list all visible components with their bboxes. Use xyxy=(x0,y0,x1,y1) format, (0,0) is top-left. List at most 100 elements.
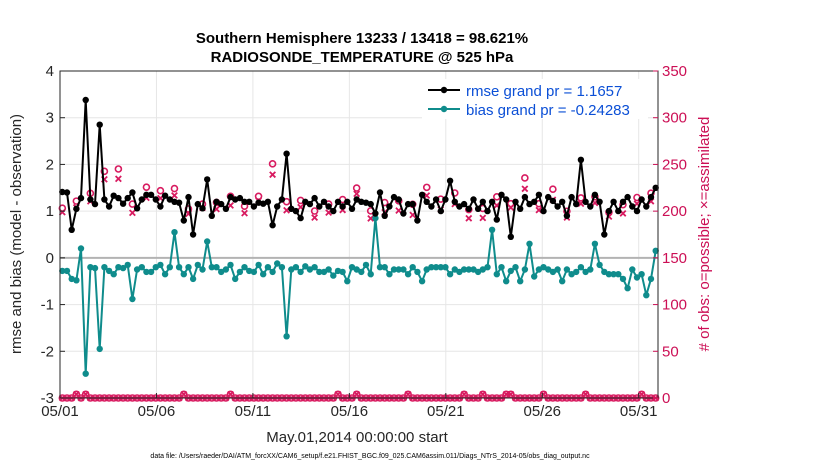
rmse-point xyxy=(624,193,631,201)
x-tick-label: 05/01 xyxy=(41,403,79,420)
rmse-point xyxy=(175,199,183,206)
legend-rmse-marker xyxy=(440,86,448,94)
bias-point xyxy=(610,271,617,278)
bias-point xyxy=(577,264,585,271)
rmse-point xyxy=(185,193,192,201)
obs-possible-marker xyxy=(450,189,459,197)
obs-possible-marker xyxy=(404,390,412,399)
x-axis-label: May.01,2014 00:00:00 start xyxy=(266,429,448,446)
rmse-point xyxy=(381,212,388,219)
rmse-point xyxy=(180,217,187,224)
obs-assimilated-marker xyxy=(465,214,473,222)
x-tick-label: 05/31 xyxy=(620,403,658,420)
legend: rmse grand pr = 1.1657 bias grand pr = -… xyxy=(422,79,648,119)
rmse-point xyxy=(372,210,379,217)
rmse-point xyxy=(344,198,351,205)
rmse-point xyxy=(208,212,215,219)
bias-point xyxy=(171,229,178,236)
rmse-point xyxy=(573,200,580,208)
bias-point xyxy=(91,264,99,272)
bias-point xyxy=(488,226,496,233)
obs-assimilated-marker xyxy=(171,191,178,199)
obs-assimilated-marker xyxy=(521,185,529,193)
rmse-point xyxy=(549,197,557,205)
rmse-point xyxy=(493,216,500,223)
obs-assimilated-marker xyxy=(367,215,375,222)
obs-possible-marker xyxy=(479,390,487,399)
y-right-tick-label: 350 xyxy=(662,63,687,80)
rmse-point xyxy=(470,196,477,203)
bias-point xyxy=(166,264,173,271)
bias-point xyxy=(82,370,89,377)
chart-title: Southern Hemisphere 13233 / 13418 = 98.6… xyxy=(196,30,528,47)
rmse-point xyxy=(409,200,416,208)
legend-bias-marker xyxy=(440,105,448,113)
bias-point xyxy=(386,271,393,278)
rmse-point xyxy=(96,121,103,128)
rmse-point xyxy=(619,198,627,205)
rmse-point xyxy=(320,198,328,205)
rmse-point xyxy=(325,203,332,210)
bias-point xyxy=(339,268,346,276)
rmse-point xyxy=(236,194,244,202)
rmse-point xyxy=(82,96,89,104)
obs-assimilated-marker xyxy=(128,209,136,217)
bias-point xyxy=(573,268,580,276)
rmse-point xyxy=(638,196,645,203)
rmse-point xyxy=(147,191,155,198)
rmse-point xyxy=(269,222,276,229)
bias-point xyxy=(409,264,416,271)
rmse-point xyxy=(428,203,435,210)
obs-possible-marker xyxy=(180,390,188,399)
rmse-point xyxy=(77,194,85,202)
bias-point xyxy=(647,275,655,283)
bias-point xyxy=(446,271,454,278)
x-tick-label: 05/21 xyxy=(427,403,465,420)
rmse-point xyxy=(521,193,529,201)
bias-point xyxy=(241,264,248,271)
obs-possible-marker xyxy=(422,183,431,192)
bias-point xyxy=(175,264,183,271)
rmse-point xyxy=(194,200,201,208)
rmse-point xyxy=(442,196,449,203)
rmse-point xyxy=(418,191,426,198)
bias-point xyxy=(96,345,103,353)
rmse-point xyxy=(484,207,491,215)
obs-possible-marker xyxy=(577,194,585,202)
bias-point xyxy=(147,268,155,276)
bias-point xyxy=(507,267,514,275)
bias-point xyxy=(390,266,398,273)
obs-possible-marker xyxy=(170,184,179,193)
obs-possible-marker xyxy=(521,174,529,182)
bias-point xyxy=(596,261,603,269)
rmse-point xyxy=(199,205,206,212)
bias-point xyxy=(143,268,150,276)
rmse-point xyxy=(456,203,463,210)
bias-point xyxy=(367,271,374,278)
x-tick-label: 05/26 xyxy=(523,403,561,420)
data-file-note: data file: /Users/raeder/DAI/ATM_forcXX/… xyxy=(150,453,590,460)
bias-point xyxy=(227,261,234,269)
bias-point xyxy=(652,247,659,254)
rmse-point xyxy=(479,198,486,205)
rmse-point xyxy=(512,198,519,205)
bias-point xyxy=(77,245,85,252)
rmse-point xyxy=(629,203,636,210)
rmse-point xyxy=(110,192,117,199)
bias-point xyxy=(362,261,370,269)
bias-point xyxy=(456,268,463,276)
obs-assimilated-marker xyxy=(353,190,361,198)
obs-possible-marker xyxy=(72,390,81,399)
obs-assimilated-marker xyxy=(311,214,319,222)
rmse-point xyxy=(306,200,314,208)
bias-point xyxy=(264,264,272,271)
bias-point xyxy=(260,271,267,278)
y-right-tick-label: 250 xyxy=(662,156,687,173)
rmse-point xyxy=(390,193,398,201)
rmse-point xyxy=(498,191,505,198)
bias-point xyxy=(330,272,337,279)
rmse-point xyxy=(311,194,318,202)
bias-point xyxy=(554,266,561,273)
rmse-point xyxy=(465,205,472,212)
bias-point xyxy=(460,266,468,273)
